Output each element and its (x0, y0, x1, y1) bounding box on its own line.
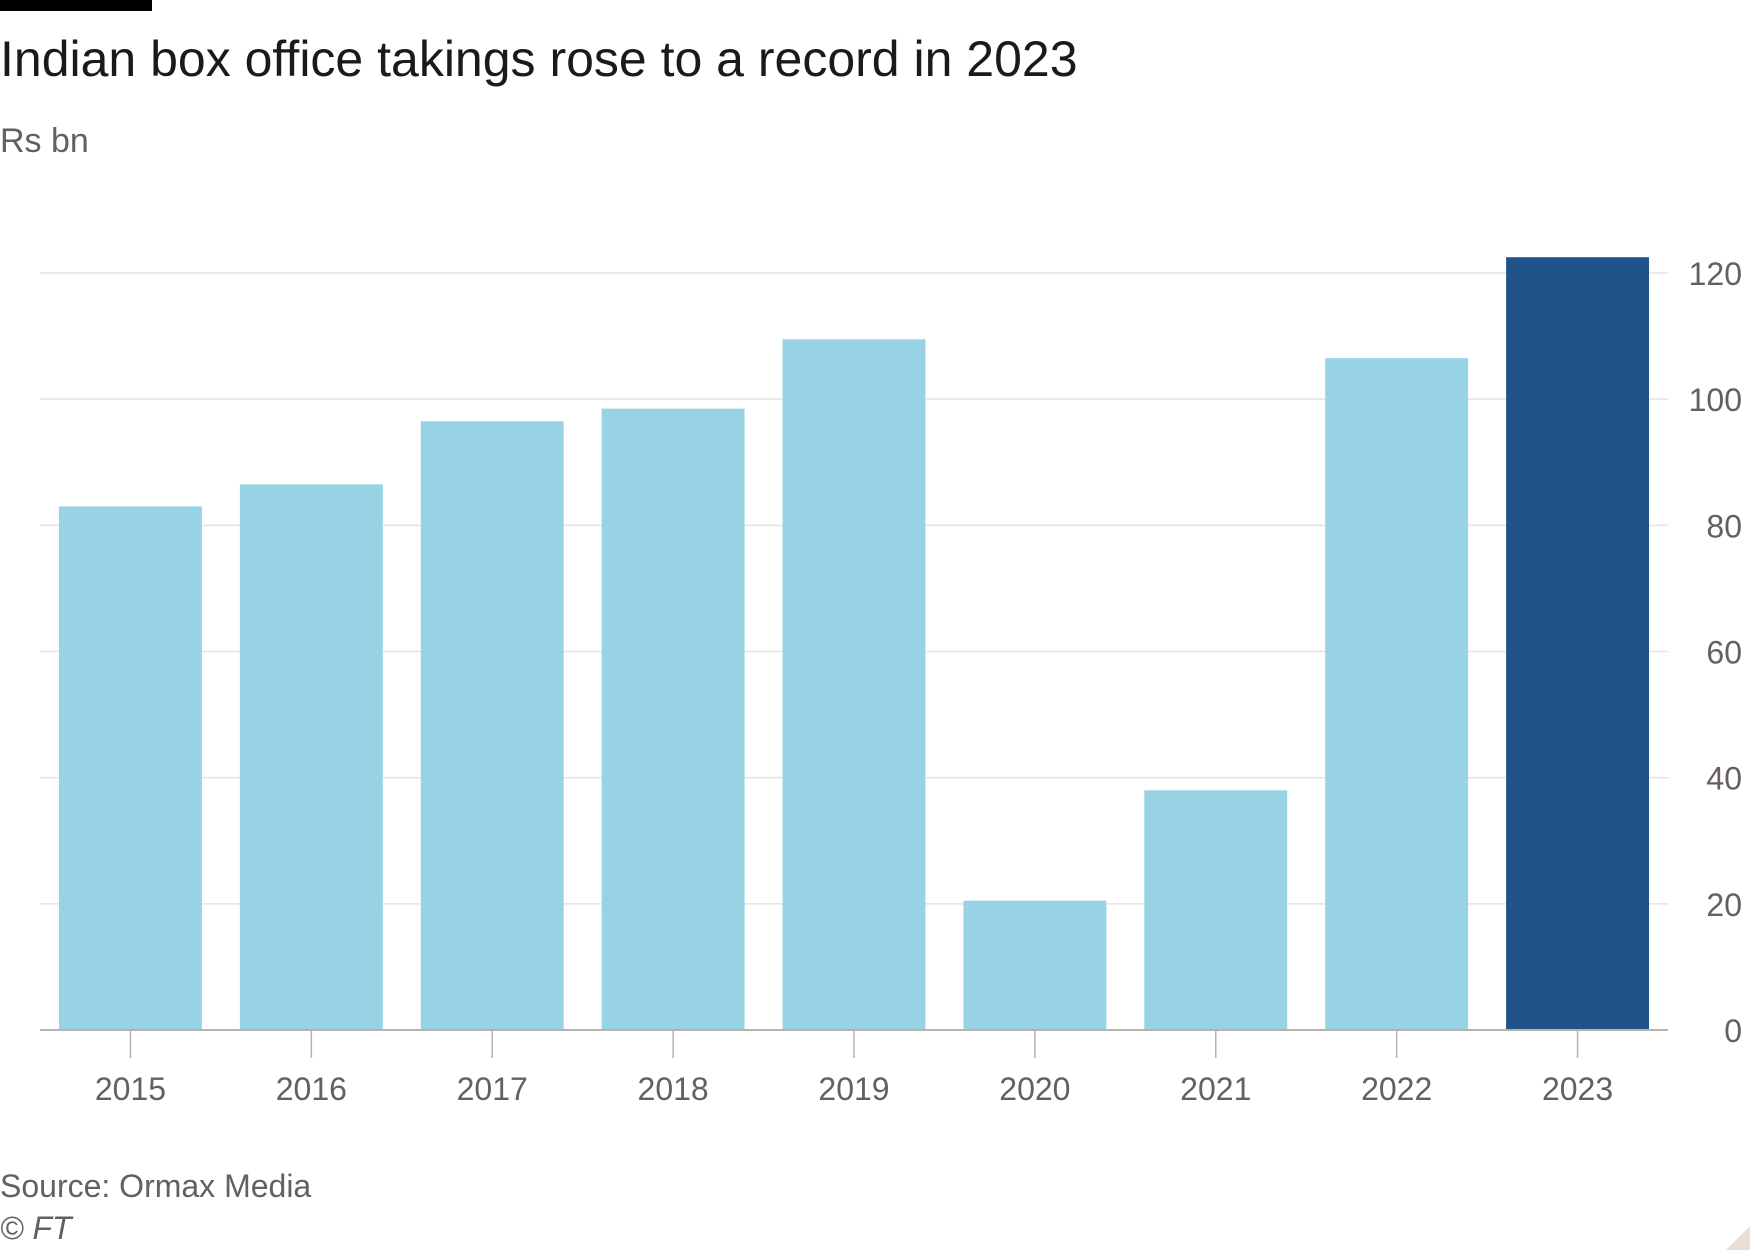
y-tick-label: 120 (1689, 256, 1742, 292)
copyright-note: © FT (0, 1210, 72, 1246)
x-tick-label: 2020 (999, 1071, 1070, 1107)
chart-title: Indian box office takings rose to a reco… (0, 31, 1078, 87)
y-tick-label: 20 (1706, 887, 1742, 923)
y-tick-label: 40 (1706, 761, 1742, 797)
x-tick-label: 2017 (457, 1071, 528, 1107)
x-tick-label: 2021 (1180, 1071, 1251, 1107)
bar-chart: 0 20 40 60 80 100 120 2015 2016 2017 2018 2019 2020 2… (40, 256, 1742, 1107)
bar-2016 (239, 484, 383, 1030)
axes: 0 20 40 60 80 100 120 2015 2016 2017 2018 2019 2020 2… (40, 256, 1742, 1107)
bar-2015 (58, 506, 202, 1030)
x-tick-label: 2016 (276, 1071, 347, 1107)
bar-2023 (1506, 257, 1650, 1031)
bar-2019 (782, 339, 926, 1030)
source-note: Source: Ormax Media (0, 1168, 312, 1204)
y-tick-label: 100 (1689, 382, 1742, 418)
bar-2020 (963, 900, 1107, 1030)
x-tick-label: 2018 (638, 1071, 709, 1107)
x-tick-label: 2019 (818, 1071, 889, 1107)
chart-subtitle: Rs bn (0, 122, 89, 160)
x-tick-label: 2023 (1542, 1071, 1613, 1107)
y-tick-label: 60 (1706, 635, 1742, 671)
y-tick-label: 80 (1706, 508, 1742, 544)
bar-2017 (420, 421, 564, 1030)
y-tick-label: 0 (1724, 1013, 1742, 1049)
bars (58, 257, 1650, 1031)
corner-mark (1726, 1226, 1750, 1250)
bar-2018 (601, 408, 745, 1031)
bar-2022 (1325, 358, 1469, 1031)
brand-bar (0, 0, 152, 11)
bar-2021 (1144, 790, 1288, 1030)
x-tick-label: 2022 (1361, 1071, 1432, 1107)
x-tick-label: 2015 (95, 1071, 166, 1107)
